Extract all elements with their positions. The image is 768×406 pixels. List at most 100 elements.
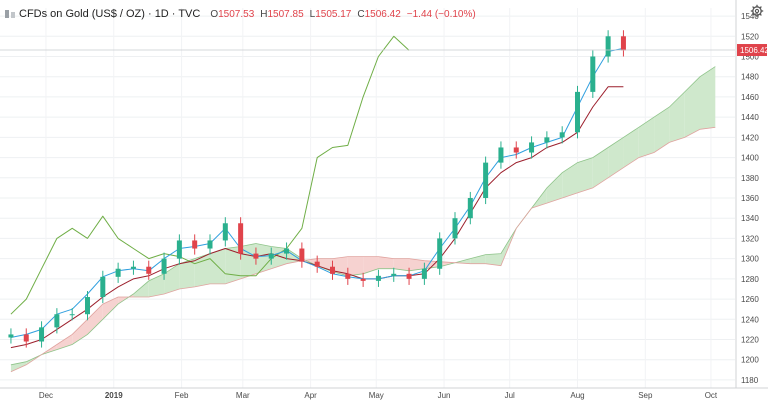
cloud-segment <box>179 258 195 289</box>
candle-body <box>483 162 489 198</box>
candle-body <box>513 147 519 153</box>
lagging-span-line <box>10 35 410 315</box>
open-value: O1507.53 <box>210 8 255 20</box>
y-tick-label: 1500 <box>741 53 759 62</box>
gear-icon[interactable] <box>750 4 764 18</box>
candle-body <box>176 240 182 259</box>
cloud-segment <box>317 258 333 272</box>
cloud-segment <box>347 256 364 276</box>
cloud-segment <box>409 258 425 271</box>
y-tick-label: 1420 <box>741 133 759 142</box>
candle-body <box>268 253 274 259</box>
cloud-segment <box>700 66 716 130</box>
y-tick-label: 1220 <box>741 335 759 344</box>
price-axis-panel <box>736 0 768 401</box>
symbol-icon <box>5 10 15 18</box>
cloud-segment <box>485 253 501 266</box>
y-tick-label: 1180 <box>741 376 759 385</box>
candle-body <box>590 56 596 92</box>
candle-body <box>222 223 228 241</box>
chart-legend: CFDs on Gold (US$ / OZ) · 1D · TVC O1507… <box>4 6 476 22</box>
y-tick-label: 1240 <box>741 315 759 324</box>
candle-body <box>314 261 320 267</box>
cloud-segment <box>87 304 103 335</box>
y-tick-label: 1440 <box>741 113 759 122</box>
x-tick-label: Oct <box>705 391 718 400</box>
cloud-segment <box>470 254 486 264</box>
x-tick-label: Jun <box>438 391 451 400</box>
cloud-segment <box>684 76 700 138</box>
cloud-segment <box>669 91 685 143</box>
y-tick-label: 1480 <box>741 73 759 82</box>
candle-body <box>559 132 565 138</box>
candle-body <box>437 238 443 269</box>
candle-body <box>452 218 458 239</box>
cloud-segment <box>332 256 348 276</box>
candle-body <box>529 142 535 153</box>
y-tick-label: 1380 <box>741 174 759 183</box>
cloud-segment <box>562 162 578 198</box>
y-tick-label: 1460 <box>741 93 759 102</box>
leading-span-b-line <box>10 126 716 373</box>
y-tick-label: 1280 <box>741 275 759 284</box>
candle-body <box>253 253 259 259</box>
candle-body <box>330 266 335 274</box>
candle-body <box>421 268 427 279</box>
cloud-segment <box>654 107 670 153</box>
cloud-segment <box>240 243 256 279</box>
x-tick-label: Dec <box>39 391 53 400</box>
candle-body <box>605 36 611 57</box>
high-value: H1507.85 <box>260 8 304 20</box>
cloud-segment <box>592 147 609 188</box>
candle-body <box>391 273 397 276</box>
cloud-segment <box>148 273 165 298</box>
candle-body <box>54 314 60 328</box>
cloud-segment <box>393 258 410 271</box>
candle-body <box>39 327 45 342</box>
y-tick-label: 1320 <box>741 234 759 243</box>
x-tick-label: Feb <box>175 391 189 400</box>
x-tick-label: Mar <box>236 391 250 400</box>
candle-body <box>23 334 29 342</box>
y-tick-label: 1260 <box>741 295 759 304</box>
cloud-segment <box>194 253 210 287</box>
cloud-segment <box>378 256 394 269</box>
candle-body <box>406 273 412 279</box>
cloud-segment <box>133 280 149 298</box>
x-tick-label: Sep <box>638 391 653 400</box>
candle-body <box>100 276 106 298</box>
change-value: −1.44 (−0.10%) <box>406 8 476 20</box>
candle-body <box>345 273 351 279</box>
cloud-segment <box>638 117 655 158</box>
candle-body <box>299 248 305 262</box>
last-price-label: 1506.42 <box>740 46 768 55</box>
cloud-segment <box>546 172 563 204</box>
candle-body <box>8 334 14 338</box>
candle-body <box>467 198 473 219</box>
candle-body <box>238 223 244 254</box>
low-value: L1505.17 <box>309 8 352 20</box>
y-tick-label: 1520 <box>741 32 759 41</box>
cloud-segment <box>577 157 593 193</box>
x-tick-label: Apr <box>304 391 317 400</box>
candle-body <box>284 248 290 254</box>
cloud-segment <box>72 319 88 345</box>
candle-body <box>146 266 152 274</box>
cloud-segment <box>56 334 73 350</box>
candle-body <box>360 278 366 281</box>
cloud-segment <box>623 127 639 168</box>
cloud-segment <box>363 256 379 274</box>
cloud-segment <box>255 243 272 274</box>
x-tick-label: Aug <box>570 391 584 400</box>
candle-body <box>544 137 550 143</box>
candle-body <box>161 258 167 274</box>
candle-body <box>115 268 121 277</box>
y-tick-label: 1360 <box>741 194 759 203</box>
y-tick-label: 1340 <box>741 214 759 223</box>
y-tick-label: 1540 <box>741 12 759 21</box>
candle-body <box>207 240 213 249</box>
y-tick-label: 1400 <box>741 154 759 163</box>
candle-body <box>85 297 90 315</box>
